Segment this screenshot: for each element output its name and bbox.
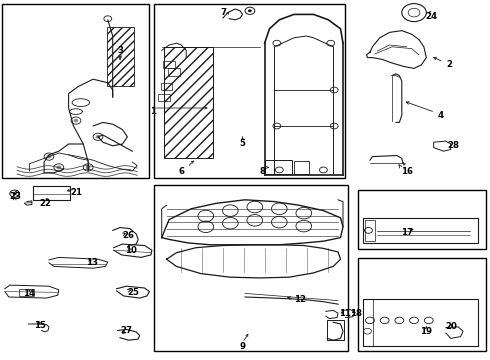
Text: 11: 11 — [340, 309, 351, 318]
Bar — [168, 68, 180, 76]
Bar — [365, 220, 375, 241]
Text: 4: 4 — [438, 111, 444, 120]
Text: 22: 22 — [39, 199, 51, 208]
Circle shape — [86, 166, 91, 169]
Text: 1: 1 — [150, 107, 156, 116]
Bar — [294, 161, 309, 174]
Bar — [164, 47, 213, 158]
Text: 27: 27 — [121, 326, 132, 335]
Bar — [154, 185, 348, 351]
Text: 7: 7 — [220, 8, 226, 17]
Text: 21: 21 — [70, 188, 82, 197]
Bar — [265, 160, 292, 174]
Bar — [363, 299, 373, 346]
Text: 23: 23 — [10, 192, 22, 201]
Text: 14: 14 — [24, 289, 35, 298]
Text: 10: 10 — [125, 246, 137, 255]
Bar — [2, 4, 149, 178]
Circle shape — [96, 135, 100, 139]
Text: 2: 2 — [447, 60, 453, 69]
Bar — [161, 83, 172, 90]
Text: 26: 26 — [122, 231, 134, 240]
Text: 24: 24 — [425, 12, 437, 21]
Text: 19: 19 — [420, 328, 432, 336]
Text: 13: 13 — [86, 258, 98, 267]
Bar — [327, 320, 344, 340]
Circle shape — [56, 166, 61, 169]
Text: 3: 3 — [117, 46, 123, 55]
Circle shape — [13, 192, 17, 195]
Bar — [33, 186, 70, 200]
Bar — [363, 218, 478, 243]
Bar — [19, 289, 34, 296]
Circle shape — [47, 155, 51, 158]
Circle shape — [248, 9, 252, 12]
Circle shape — [74, 119, 78, 122]
Text: 9: 9 — [240, 342, 245, 351]
Text: 16: 16 — [401, 166, 413, 175]
Text: 8: 8 — [259, 166, 265, 175]
Bar — [163, 61, 175, 68]
Text: 17: 17 — [401, 228, 413, 237]
Text: 25: 25 — [127, 288, 139, 297]
Bar — [358, 258, 486, 351]
Text: 5: 5 — [240, 139, 245, 148]
Bar — [154, 4, 345, 178]
Bar — [363, 299, 478, 346]
Bar — [358, 190, 486, 249]
Bar — [158, 94, 170, 101]
Text: 18: 18 — [350, 309, 362, 318]
Bar — [107, 27, 134, 86]
Text: 6: 6 — [178, 166, 184, 175]
Text: 28: 28 — [447, 141, 459, 150]
Text: 15: 15 — [34, 321, 46, 330]
Text: 12: 12 — [294, 295, 306, 304]
Text: 20: 20 — [446, 323, 458, 331]
